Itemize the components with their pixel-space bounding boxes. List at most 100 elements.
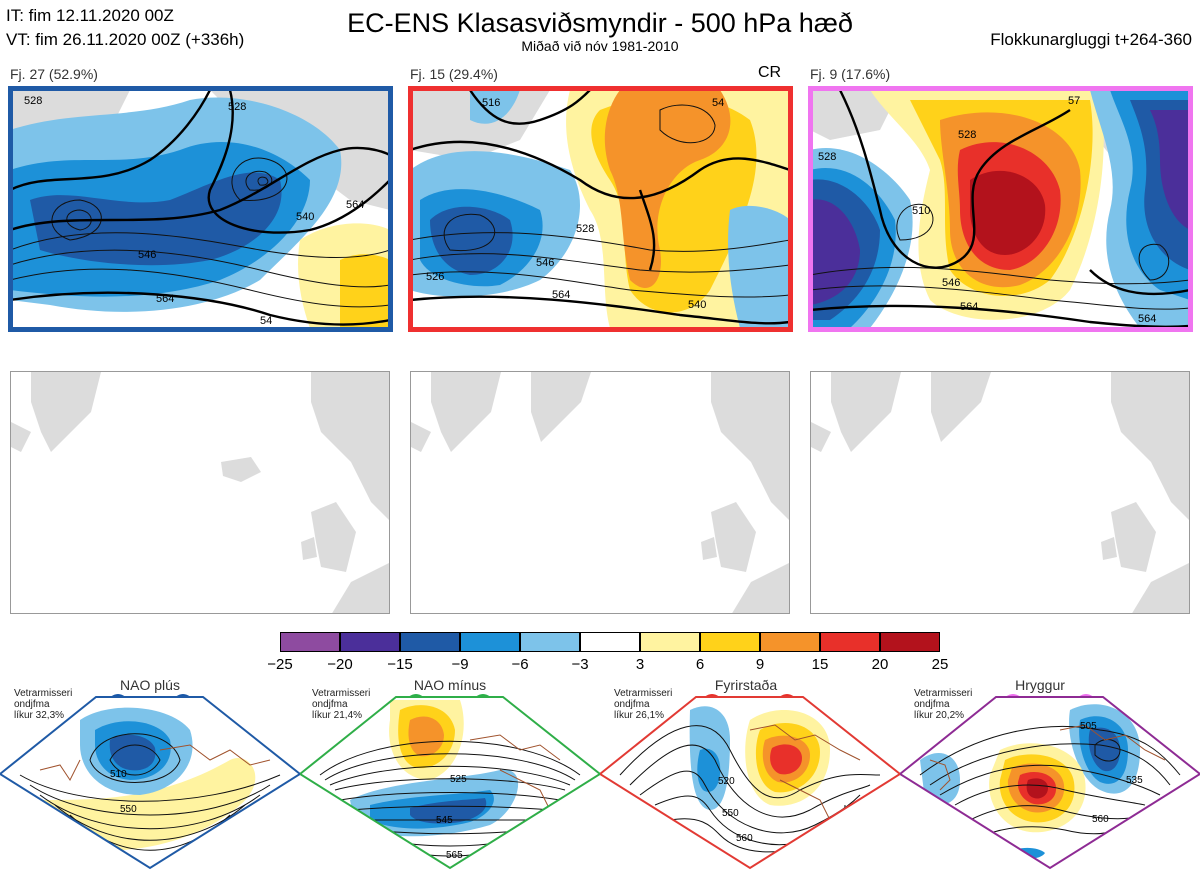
cluster-3-contour-label: 564 <box>1138 313 1156 325</box>
regime-3-info: Vetrarmisseri ondjfma líkur 26,1% <box>614 688 672 721</box>
colorbar-tick: 20 <box>871 656 889 673</box>
colorbar-swatch <box>460 632 520 652</box>
colorbar-tick: −20 <box>327 656 353 673</box>
regime-3-contour-label: 560 <box>736 833 753 844</box>
cluster-1-contour-label: 54 <box>260 315 272 327</box>
regime-3-map: 520 550 560 <box>600 696 900 870</box>
regime-3-outline <box>600 696 900 870</box>
cluster-1-frame <box>8 86 393 332</box>
colorbar-tick: 6 <box>695 656 705 673</box>
colorbar-tick: 9 <box>755 656 765 673</box>
regime-1-info: Vetrarmisseri ondjfma líkur 32,3% <box>14 688 72 721</box>
cluster-2-frame <box>408 86 793 332</box>
cluster-2-contour-label: 540 <box>688 299 706 311</box>
regime-4-title: Hryggur <box>1015 677 1065 693</box>
regime-2-info: Vetrarmisseri ondjfma líkur 21,4% <box>312 688 370 721</box>
regime-1-contour-label: 510 <box>110 769 127 780</box>
regime-info-line: líkur 32,3% <box>14 710 65 721</box>
cluster-1-contour-label: 546 <box>138 249 156 261</box>
cluster-3-contour-label: 510 <box>912 205 930 217</box>
regime-4-map: 505 535 560 <box>900 696 1200 870</box>
colorbar-tick: −9 <box>451 656 469 673</box>
regime-4-outline <box>900 696 1200 870</box>
colorbar-swatch <box>880 632 940 652</box>
regime-2-contour-label: 565 <box>446 850 463 861</box>
colorbar-swatch <box>820 632 880 652</box>
cluster-3-contour-label: 546 <box>942 277 960 289</box>
cluster-2-tag: CR <box>758 64 782 81</box>
colorbar-swatch <box>760 632 820 652</box>
regime-info-line: ondjfma <box>914 699 950 710</box>
cluster-1-contour-label: 564 <box>346 199 364 211</box>
cluster-2-map: 528 546 564 540 526 54 516 <box>410 90 790 328</box>
regime-info-line: líkur 20,2% <box>914 710 965 721</box>
cluster-2-contour-label: 564 <box>552 289 570 301</box>
page-subtitle: Miðað við nóv 1981-2010 <box>521 38 679 54</box>
regime-1-map: 510 550 <box>0 696 300 870</box>
regime-4-contour-label: 535 <box>1126 775 1143 786</box>
colorbar-swatch <box>580 632 640 652</box>
empty-map-3 <box>810 371 1190 614</box>
colorbar-swatch <box>340 632 400 652</box>
cluster-1-contour-label: 528 <box>24 95 42 107</box>
cluster-1-contour-label: 564 <box>156 293 174 305</box>
colorbar-tick: −25 <box>267 656 293 673</box>
regime-info-line: líkur 26,1% <box>614 710 665 721</box>
cluster-1-contour-label: 528 <box>228 101 246 113</box>
cluster-2-contour-label: 546 <box>536 257 554 269</box>
colorbar-swatch <box>700 632 760 652</box>
colorbar-tick: −6 <box>511 656 529 673</box>
regime-info-line: líkur 21,4% <box>312 710 363 721</box>
cluster-2-contour-label: 526 <box>426 271 444 283</box>
cluster-2-contour-label: 528 <box>576 223 594 235</box>
colorbar-tick: 15 <box>811 656 829 673</box>
cluster-3-label: Fj. 9 (17.6%) <box>810 66 891 82</box>
regime-2-contour-label: 545 <box>436 815 453 826</box>
regime-4-contour-label: 560 <box>1092 814 1109 825</box>
regime-2-title: NAO mínus <box>413 677 487 693</box>
cluster-2-contour-label: 54 <box>712 97 724 109</box>
cluster-1-label: Fj. 27 (52.9%) <box>10 66 98 82</box>
colorbar-swatch <box>280 632 340 652</box>
regime-1-contour-label: 550 <box>120 804 137 815</box>
regime-1-outline <box>0 696 300 870</box>
regime-2-outline <box>300 696 600 870</box>
regime-3-contour-label: 550 <box>722 808 739 819</box>
regime-info-line: Vetrarmisseri <box>914 688 973 699</box>
colorbar-tick: −15 <box>387 656 413 673</box>
regime-info-line: Vetrarmisseri <box>14 688 73 699</box>
regime-1-title: NAO plús <box>120 677 180 693</box>
colorbar-swatch <box>640 632 700 652</box>
cluster-3-contour-label: 57 <box>1068 95 1080 107</box>
regime-2-contour-label: 525 <box>450 774 467 785</box>
regime-3-title: Fyrirstaða <box>714 677 778 693</box>
regime-info-line: ondjfma <box>614 699 650 710</box>
cluster-3-frame <box>808 86 1193 332</box>
colorbar-tick: 25 <box>931 656 949 673</box>
cluster-1-map: 528 528 540 546 564 564 54 <box>10 90 390 328</box>
colorbar-tick: 3 <box>635 656 645 673</box>
colorbar-tick: −3 <box>571 656 589 673</box>
regime-info-line: Vetrarmisseri <box>312 688 371 699</box>
regime-info-line: Vetrarmisseri <box>614 688 673 699</box>
cluster-3-contour-label: 528 <box>818 151 836 163</box>
cluster-3-map: 528 510 528 546 564 564 57 <box>810 90 1190 328</box>
regime-info-line: ondjfma <box>14 699 50 710</box>
cluster-1-contour-label: 540 <box>296 211 314 223</box>
cluster-2-label: Fj. 15 (29.4%) <box>410 66 498 82</box>
empty-map-2 <box>410 371 790 614</box>
regime-2-map: 525 545 565 <box>300 696 600 870</box>
valid-time: VT: fim 26.11.2020 00Z (+336h) <box>6 30 245 49</box>
classification-window: Flokkunargluggi t+264-360 <box>990 30 1192 49</box>
cluster-3-contour-label: 528 <box>958 129 976 141</box>
regime-info-line: ondjfma <box>312 699 348 710</box>
regime-4-info: Vetrarmisseri ondjfma líkur 20,2% <box>914 688 972 721</box>
regime-3-contour-label: 520 <box>718 776 735 787</box>
init-time: IT: fim 12.11.2020 00Z <box>6 6 174 25</box>
colorbar-swatch <box>520 632 580 652</box>
cluster-2-contour-label: 516 <box>482 97 500 109</box>
cluster-3-contour-label: 564 <box>960 301 978 313</box>
colorbar-swatch <box>400 632 460 652</box>
regime-4-contour-label: 505 <box>1080 721 1097 732</box>
page-title: EC-ENS Klasasviðsmyndir - 500 hPa hæð <box>347 8 853 38</box>
